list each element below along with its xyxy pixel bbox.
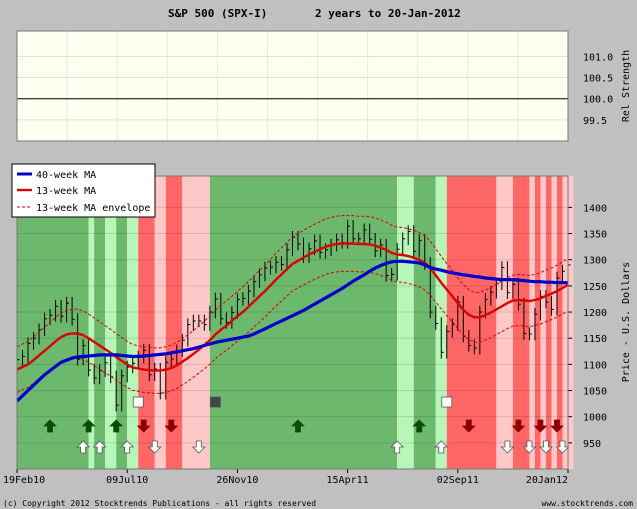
x-tick-label: 02Sep11 <box>437 475 479 486</box>
trend-zone <box>154 176 166 469</box>
price-tick-label: 1050 <box>583 387 607 398</box>
signal-square-icon <box>441 396 453 408</box>
rel-strength-panel <box>17 31 568 141</box>
trend-zone <box>545 176 552 469</box>
price-tick-label: 1000 <box>583 413 607 424</box>
trend-zone <box>556 176 563 469</box>
price-tick-label: 1150 <box>583 334 607 345</box>
signal-arrow-down-icon <box>538 440 553 454</box>
trend-zone <box>88 176 95 469</box>
ma13-line <box>16 242 569 372</box>
trend-zone <box>182 176 210 469</box>
signal-square-icon <box>132 396 144 408</box>
trend-zone <box>496 176 513 469</box>
signal-square-icon <box>209 396 221 408</box>
signal-arrow-up-icon <box>109 419 124 433</box>
price-tick-label: 1100 <box>583 360 607 371</box>
trend-zone <box>17 176 89 469</box>
signal-arrow-down-icon <box>533 419 548 433</box>
legend-box <box>11 163 156 218</box>
signal-arrow-down-icon <box>511 419 526 433</box>
price-frame <box>16 175 569 470</box>
price-tick-label: 1400 <box>583 203 607 214</box>
price-tick-label: 1250 <box>583 282 607 293</box>
price-tick-label: 1200 <box>583 308 607 319</box>
trend-zone <box>138 176 155 469</box>
ma13-envelope-upper <box>16 215 569 349</box>
site-link[interactable]: www.stocktrends.com <box>541 499 633 508</box>
signal-arrow-down-icon <box>147 440 162 454</box>
signal-arrow-down-icon <box>522 440 537 454</box>
signal-arrow-up-icon <box>434 440 449 454</box>
x-tick-label: 19Feb10 <box>3 475 45 486</box>
signal-arrow-up-icon <box>412 419 427 433</box>
symbol-title: S&P 500 (SPX-I) <box>168 7 267 20</box>
ma13-envelope-lower <box>16 270 569 394</box>
period-title: 2 years to 20-Jan-2012 <box>315 7 461 20</box>
trend-zone <box>551 176 557 469</box>
legend-label: 13-week MA envelope <box>36 203 150 214</box>
legend: 40-week MA 13-week MA 13-week MA envelop… <box>11 163 156 218</box>
legend-label: 13-week MA <box>36 186 96 197</box>
rel-strength-ylabel: Rel Strength <box>621 50 632 122</box>
signal-arrow-up-icon <box>390 440 405 454</box>
signal-arrow-down-icon <box>164 419 179 433</box>
trend-zone <box>534 176 541 469</box>
trend-zone <box>165 176 183 469</box>
trend-zone <box>512 176 530 469</box>
signal-arrow-down-icon <box>500 440 515 454</box>
ma40-line <box>15 259 568 403</box>
x-tick-label: 26Nov10 <box>216 475 258 486</box>
signal-arrow-up-icon <box>92 440 107 454</box>
x-tick-label: 15Apr11 <box>327 475 369 486</box>
price-tick-label: 950 <box>583 439 601 450</box>
trend-zone <box>105 176 117 469</box>
trend-zone <box>94 176 106 469</box>
signal-arrow-down-icon <box>191 440 206 454</box>
rs-tick-label: 101.0 <box>583 52 613 63</box>
trend-zone <box>209 176 398 469</box>
signal-arrow-down-icon <box>550 419 564 433</box>
price-tick-label: 1350 <box>583 230 607 241</box>
trend-zone <box>540 176 546 469</box>
signal-arrow-down-icon <box>461 419 476 433</box>
x-tick-label: 20Jan12 <box>526 475 568 486</box>
signal-arrow-down-icon <box>136 419 151 433</box>
trend-zone <box>397 176 414 469</box>
signal-arrow-up-icon <box>43 419 58 433</box>
rel-strength-frame <box>16 30 569 142</box>
legend-label: 40-week MA <box>36 170 96 181</box>
rs-tick-label: 100.5 <box>583 74 613 85</box>
price-ylabel: Price - U.S. Dollars <box>621 262 632 382</box>
rs-tick-label: 99.5 <box>583 116 607 127</box>
x-tick-label: 09Jul10 <box>106 475 148 486</box>
copyright-text: (c) Copyright 2012 Stocktrends Publicati… <box>3 499 316 508</box>
signal-arrow-up-icon <box>76 440 91 454</box>
signal-arrow-up-icon <box>81 419 96 433</box>
trend-zone <box>529 176 535 469</box>
signal-arrow-up-icon <box>120 440 135 454</box>
rs-tick-label: 100.0 <box>583 95 613 106</box>
trend-zone <box>116 176 128 469</box>
signal-arrow-up-icon <box>291 419 305 433</box>
price-tick-label: 1300 <box>583 256 607 267</box>
trend-zone <box>127 176 139 469</box>
